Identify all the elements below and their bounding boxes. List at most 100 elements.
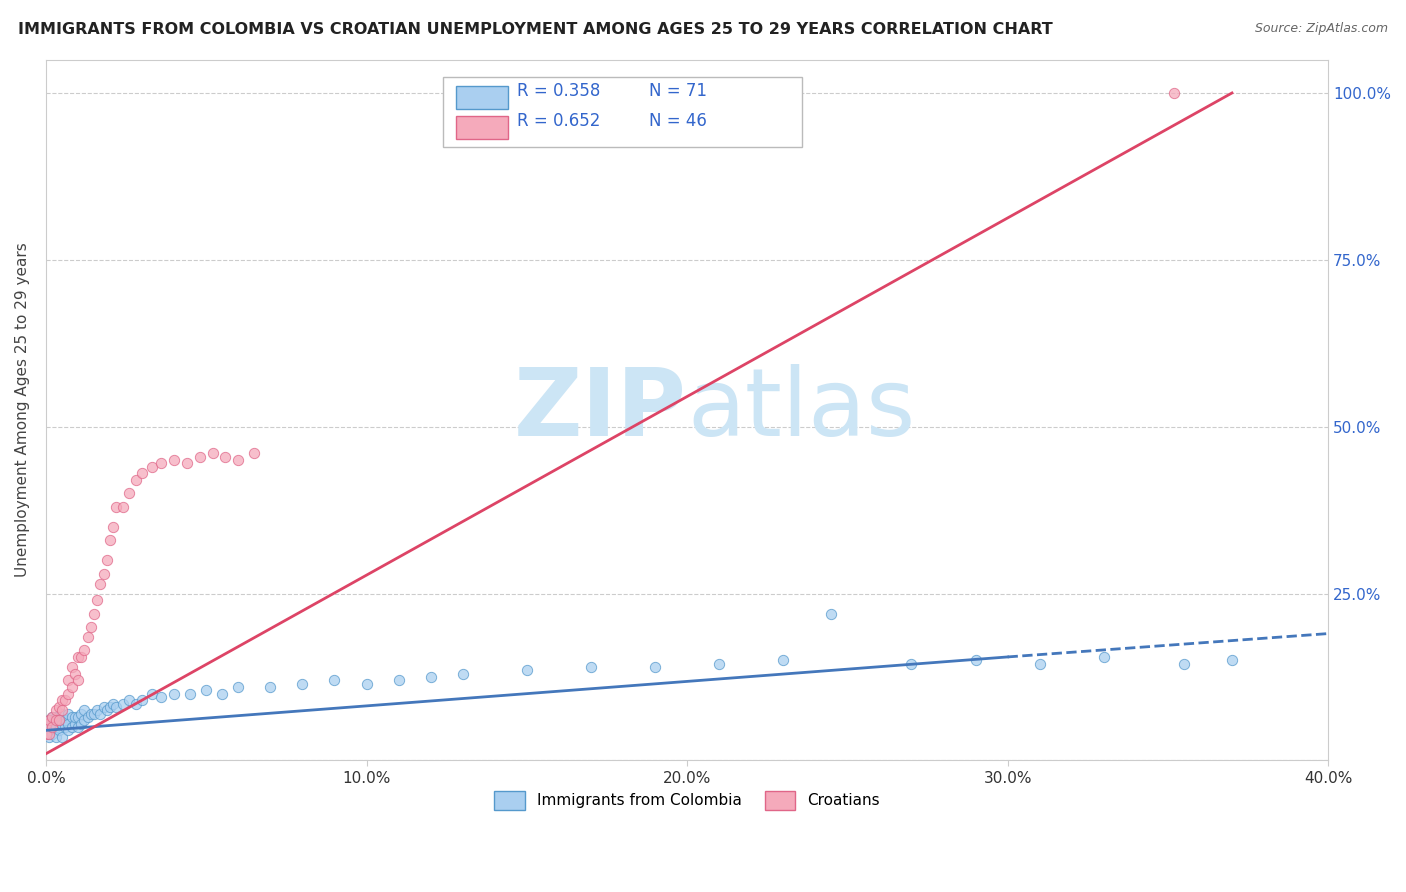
Point: [53, 720, 76, 734]
Point: [35, 727, 58, 741]
Point: [118, 693, 141, 707]
Point: [141, 687, 163, 701]
Point: [41, 727, 63, 741]
Point: [38, 714, 60, 728]
Point: [45, 703, 67, 717]
Point: [58, 716, 80, 731]
Point: [41, 720, 63, 734]
Point: [96, 703, 118, 717]
Point: [38, 720, 60, 734]
Point: [188, 450, 211, 464]
Point: [41, 710, 63, 724]
Point: [96, 553, 118, 567]
Point: [45, 730, 67, 744]
Point: [1173, 657, 1195, 671]
Point: [51, 703, 73, 717]
Point: [195, 683, 218, 698]
Point: [45, 710, 67, 724]
Point: [98, 700, 121, 714]
Point: [45, 720, 67, 734]
Point: [323, 673, 346, 688]
Point: [1163, 86, 1185, 100]
Point: [66, 710, 89, 724]
Point: [243, 446, 266, 460]
Point: [80, 620, 103, 634]
Point: [111, 500, 134, 514]
Point: [103, 697, 125, 711]
Point: [53, 693, 76, 707]
Point: [66, 673, 89, 688]
Y-axis label: Unemployment Among Ages 25 to 29 years: Unemployment Among Ages 25 to 29 years: [15, 243, 30, 577]
Point: [419, 670, 441, 684]
Point: [93, 566, 115, 581]
Point: [60, 710, 83, 724]
Point: [105, 500, 128, 514]
Point: [73, 703, 96, 717]
Point: [70, 706, 93, 721]
Point: [48, 700, 70, 714]
Point: [103, 520, 125, 534]
Point: [45, 714, 67, 728]
Point: [73, 643, 96, 657]
Point: [63, 710, 86, 724]
Point: [772, 653, 794, 667]
Point: [48, 723, 70, 738]
Point: [70, 716, 93, 731]
Point: [83, 607, 105, 621]
Text: IMMIGRANTS FROM COLOMBIA VS CROATIAN UNEMPLOYMENT AMONG AGES 25 TO 29 YEARS CORR: IMMIGRANTS FROM COLOMBIA VS CROATIAN UNE…: [18, 22, 1053, 37]
Point: [179, 687, 201, 701]
Point: [1220, 653, 1243, 667]
Point: [291, 676, 314, 690]
Point: [51, 706, 73, 721]
Point: [211, 687, 233, 701]
Point: [35, 716, 58, 731]
Point: [58, 723, 80, 738]
Point: [38, 714, 60, 728]
Point: [201, 446, 224, 460]
Point: [163, 687, 186, 701]
Point: [70, 649, 93, 664]
Point: [51, 716, 73, 731]
Point: [516, 663, 538, 677]
Point: [63, 666, 86, 681]
Point: [176, 456, 198, 470]
Text: atlas: atlas: [688, 364, 915, 456]
Point: [48, 714, 70, 728]
Point: [226, 453, 249, 467]
Legend: Immigrants from Colombia, Croatians: Immigrants from Colombia, Croatians: [488, 785, 886, 816]
Point: [707, 657, 730, 671]
Point: [118, 486, 141, 500]
Point: [141, 459, 163, 474]
Point: [131, 693, 153, 707]
Point: [131, 467, 153, 481]
Point: [60, 660, 83, 674]
Point: [60, 720, 83, 734]
Text: N = 71: N = 71: [648, 82, 707, 100]
Point: [41, 710, 63, 724]
Point: [98, 533, 121, 548]
Point: [80, 706, 103, 721]
Point: [150, 456, 173, 470]
FancyBboxPatch shape: [457, 116, 508, 139]
Text: R = 0.358: R = 0.358: [516, 82, 600, 100]
Point: [53, 714, 76, 728]
Point: [579, 660, 602, 674]
Point: [214, 450, 236, 464]
Point: [58, 687, 80, 701]
Point: [35, 727, 58, 741]
Point: [125, 473, 148, 487]
Point: [89, 706, 111, 721]
Point: [38, 730, 60, 744]
Point: [35, 720, 58, 734]
Point: [150, 690, 173, 704]
Point: [66, 720, 89, 734]
Text: N = 46: N = 46: [648, 112, 706, 130]
Point: [41, 716, 63, 731]
Point: [76, 710, 98, 724]
Point: [111, 697, 134, 711]
Point: [387, 673, 409, 688]
Point: [451, 666, 474, 681]
Point: [226, 680, 249, 694]
Point: [83, 706, 105, 721]
Point: [900, 657, 922, 671]
